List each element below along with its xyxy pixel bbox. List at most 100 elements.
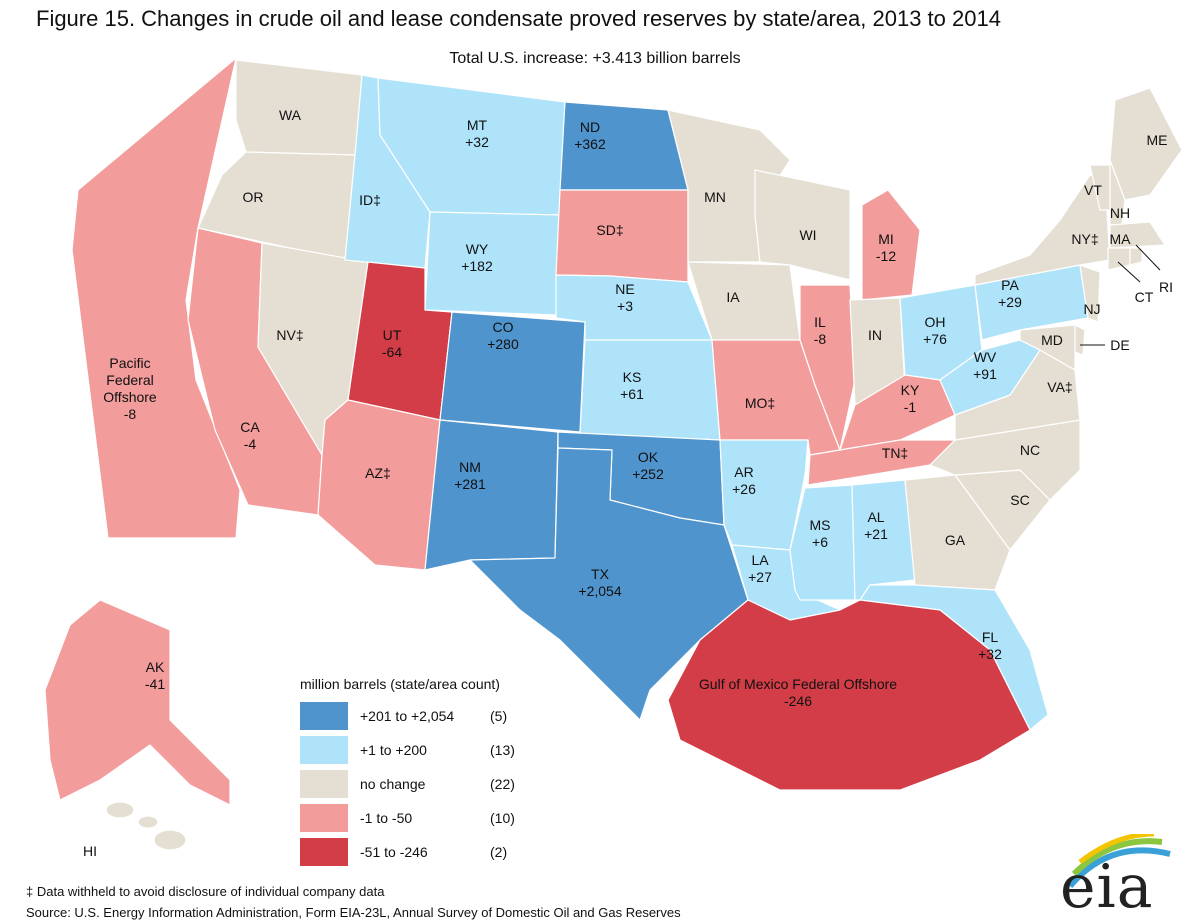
legend-count: (5) [490, 708, 508, 724]
eia-logo-text: eia [1060, 852, 1154, 922]
region-label: IN [868, 327, 882, 343]
region-label: MI [878, 231, 894, 247]
region-label: TX [591, 566, 610, 582]
region-ma [1109, 221, 1166, 249]
region-label: OR [243, 189, 264, 205]
region-value: +3 [617, 298, 633, 314]
eia-logo-icon [1067, 834, 1171, 888]
region-value: +362 [574, 136, 606, 152]
region-label: UT [383, 327, 402, 343]
legend-label: -51 to -246 [360, 844, 428, 860]
region-label: NC [1020, 442, 1040, 458]
region-value: +26 [732, 481, 756, 497]
region-value: +6 [812, 534, 828, 550]
region-label: TN‡ [882, 445, 908, 461]
region-value: +2,054 [578, 583, 621, 599]
legend-count: (10) [490, 810, 515, 826]
region-label: WY [466, 241, 489, 257]
region-label: SC [1010, 492, 1029, 508]
region-label: AL [867, 509, 884, 525]
region-az [317, 399, 441, 571]
region-label: IL [814, 314, 826, 330]
region-wi [754, 169, 851, 281]
region-label: CA [240, 419, 260, 435]
region-label: NM [459, 459, 481, 475]
region-label: MN [704, 189, 726, 205]
region-label: ID‡ [359, 192, 381, 208]
region-label: AZ‡ [365, 465, 391, 481]
region-value: -4 [244, 436, 257, 452]
legend-label: +1 to +200 [360, 742, 427, 758]
region-hi [105, 801, 187, 851]
region-label: WA [279, 107, 302, 123]
region-value: +61 [620, 386, 644, 402]
region-label: NH [1110, 205, 1130, 221]
region-label: CO [493, 319, 514, 335]
region-value: -246 [784, 693, 812, 709]
region-value: +21 [864, 526, 888, 542]
region-label: Federal [106, 372, 153, 388]
region-ks [579, 339, 721, 441]
legend-swatch [300, 770, 348, 798]
legend-count: (22) [490, 776, 515, 792]
legend-count: (13) [490, 742, 515, 758]
region-label: OH [925, 314, 946, 330]
region-label: NV‡ [276, 327, 303, 343]
footnote: ‡ Data withheld to avoid disclosure of i… [26, 884, 385, 899]
region-value: +91 [973, 366, 997, 382]
region-label: WI [799, 227, 816, 243]
region-value: +182 [461, 258, 493, 274]
region-value: -8 [124, 406, 137, 422]
region-label: CT [1135, 289, 1154, 305]
region-de [1074, 324, 1086, 356]
region-label: VA‡ [1047, 379, 1072, 395]
region-gulf-offshore [667, 599, 1031, 791]
region-label: MO‡ [745, 395, 775, 411]
region-value: -64 [382, 344, 402, 360]
leader-lines [1080, 244, 1161, 346]
region-label: KY [901, 382, 920, 398]
legend-label: +201 to +2,054 [360, 708, 455, 724]
region-label: ME [1147, 132, 1168, 148]
region-label: NY‡ [1071, 231, 1098, 247]
region-value: -12 [876, 248, 896, 264]
legend-swatch [300, 736, 348, 764]
figure-title: Figure 15. Changes in crude oil and leas… [36, 6, 1001, 31]
region-or [197, 151, 356, 261]
region-label: PA [1001, 277, 1019, 293]
region-label: Gulf of Mexico Federal Offshore [699, 676, 897, 692]
region-value: +32 [978, 646, 1002, 662]
region-value: +252 [632, 466, 664, 482]
region-value: -8 [814, 331, 827, 347]
legend-label: no change [360, 776, 426, 792]
region-value: +281 [454, 476, 486, 492]
region-nm [424, 419, 559, 571]
region-value: +29 [998, 294, 1022, 310]
region-label: FL [982, 629, 999, 645]
region-value: +27 [748, 569, 772, 585]
region-value: -41 [145, 676, 165, 692]
region-label: DE [1110, 337, 1129, 353]
region-label: KS [623, 369, 642, 385]
figure-subtitle: Total U.S. increase: +3.413 billion barr… [449, 50, 741, 67]
region-pacific-offshore [71, 57, 241, 539]
region-label: GA [945, 532, 966, 548]
source-note: Source: U.S. Energy Information Administ… [26, 905, 681, 920]
region-label: OK [638, 449, 659, 465]
region-label: MD [1041, 332, 1063, 348]
region-label: HI [83, 843, 97, 859]
region-tx [469, 447, 749, 721]
region-label: Offshore [103, 389, 157, 405]
region-md [1019, 324, 1076, 371]
region-label: MT [467, 117, 488, 133]
region-label: WV [974, 349, 997, 365]
region-value: +76 [923, 331, 947, 347]
region-label: MS [810, 517, 831, 533]
region-label: AK [146, 659, 165, 675]
legend-label: -1 to -50 [360, 810, 413, 826]
region-label: MA [1110, 231, 1132, 247]
legend-title: million barrels (state/area count) [300, 676, 500, 692]
region-label: ND [580, 119, 600, 135]
region-label: VT [1084, 182, 1102, 198]
